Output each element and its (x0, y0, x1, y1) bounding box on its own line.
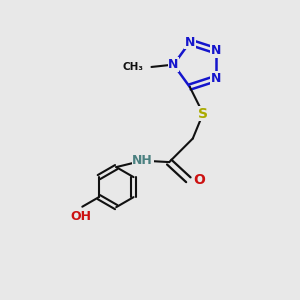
Text: NH: NH (132, 154, 153, 167)
Text: N: N (211, 44, 221, 57)
Text: OH: OH (70, 210, 91, 223)
Text: S: S (198, 106, 208, 121)
Text: CH₃: CH₃ (122, 62, 143, 72)
Text: N: N (184, 36, 195, 49)
Text: N: N (211, 72, 221, 85)
Text: N: N (168, 58, 179, 71)
Text: O: O (194, 173, 206, 187)
